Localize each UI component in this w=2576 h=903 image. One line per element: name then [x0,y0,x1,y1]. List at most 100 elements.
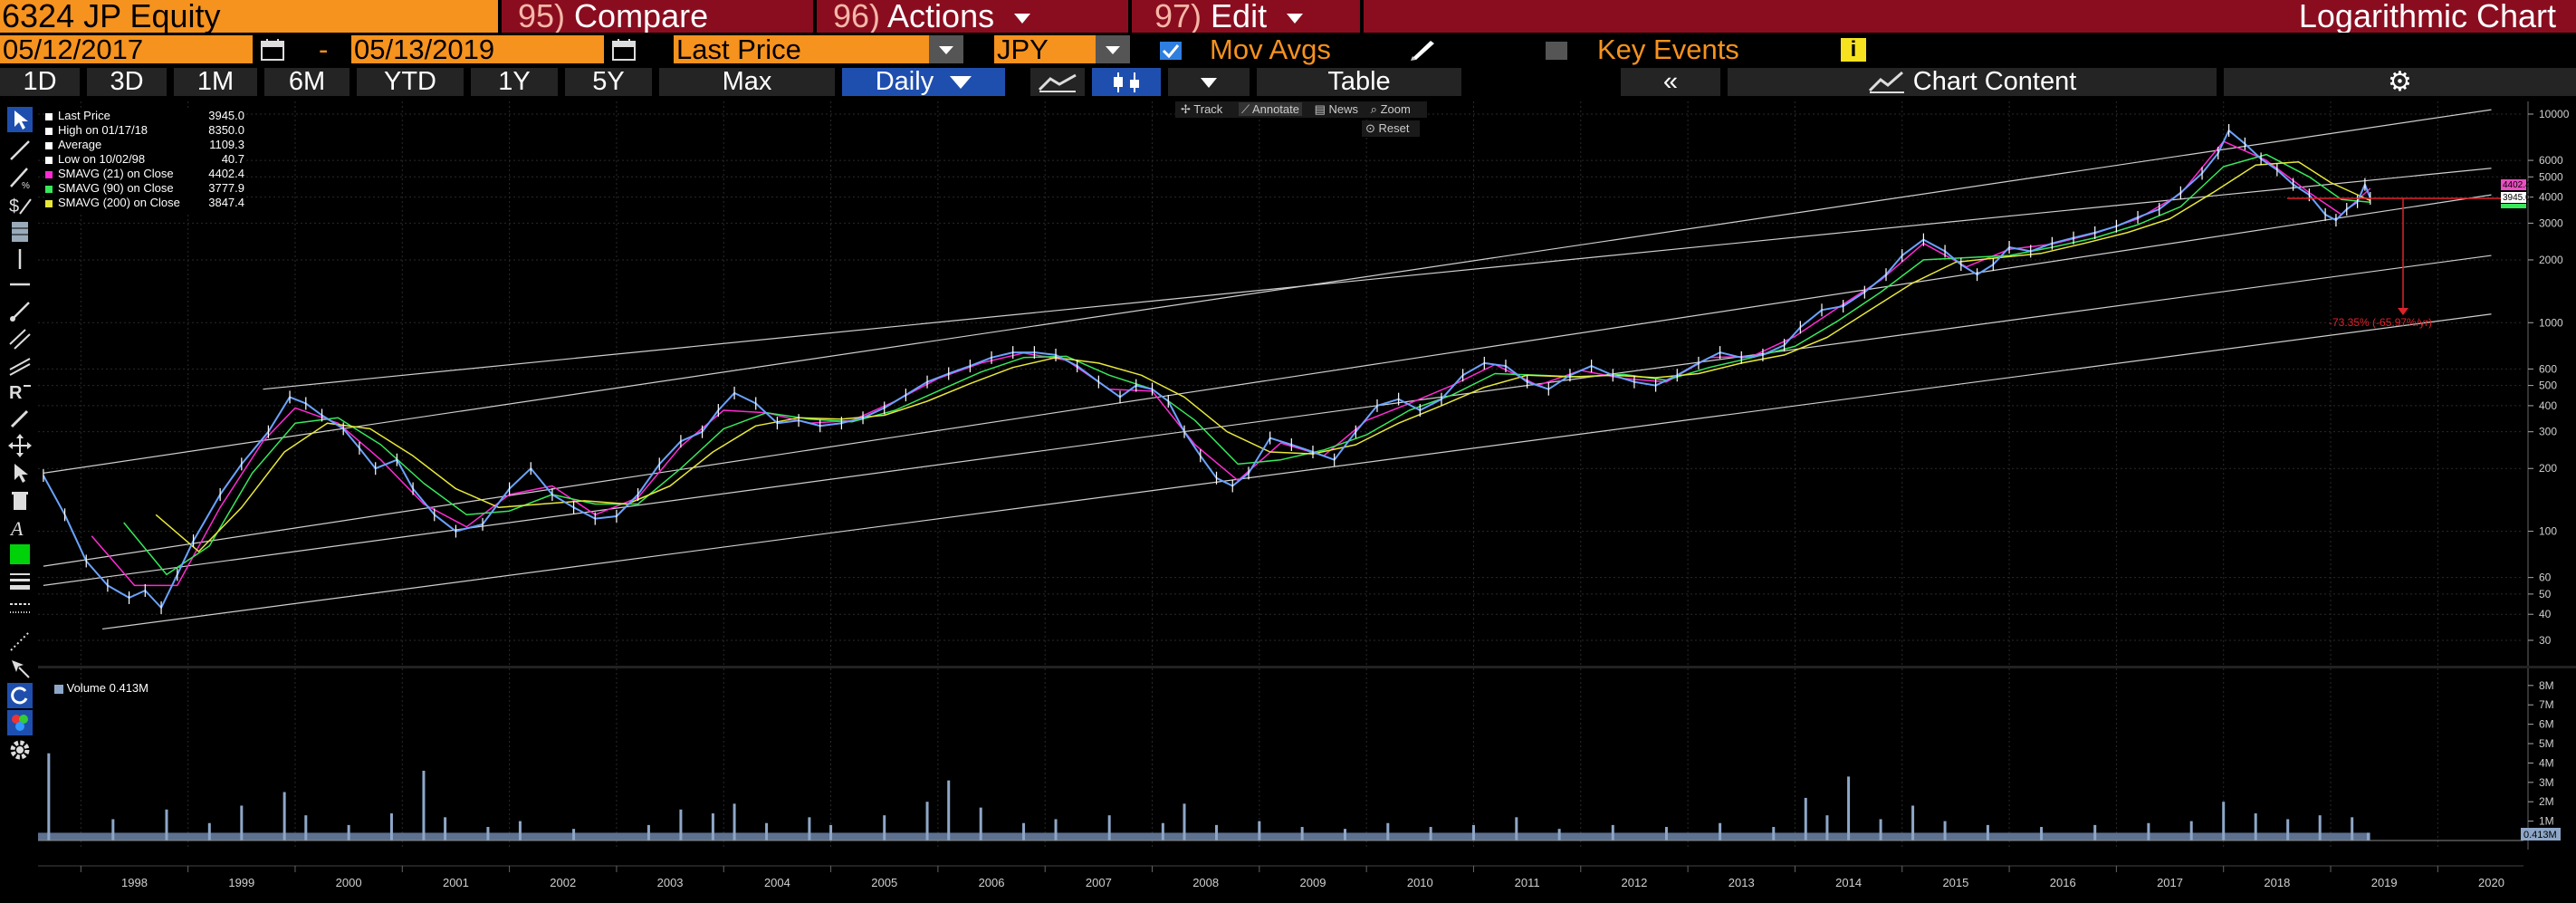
price-chart[interactable]: -73.35% (-65.97%/yr) 10000 6000 5000 4000 30… [38,101,2576,668]
zoom-mode[interactable]: ⌕ Zoom [1370,102,1411,116]
price-tick-label: 50 [2539,588,2552,600]
dollar-line-icon[interactable]: $ [7,192,33,217]
percent-line-icon[interactable]: % [7,165,33,190]
volume-bar [1258,821,1261,841]
period-max-button[interactable]: Max [659,68,835,96]
line-style-icon[interactable] [7,596,33,621]
date-label: 2016 [2050,876,2076,889]
end-calendar-icon[interactable] [610,38,637,62]
security-ticker[interactable]: 6324 JP Equity [0,0,500,33]
start-date-field[interactable]: 05/12/2017 [0,35,253,63]
fibonacci-icon[interactable] [7,219,33,245]
price-field-dropdown-icon[interactable] [929,35,963,63]
reset-button[interactable]: ⊙ Reset [1362,120,1420,137]
date-label: 1999 [228,876,254,889]
price-tick-label: 300 [2539,426,2557,438]
refresh-icon[interactable] [7,683,33,708]
volume-bar [1471,824,1475,841]
volume-bar [1022,822,1026,841]
ray-icon[interactable] [7,299,33,324]
chart-content-button[interactable]: Chart Content [1728,68,2217,96]
period-3d-button[interactable]: 3D [87,68,167,96]
date-label: 2020 [2478,876,2504,889]
channel-icon[interactable] [7,326,33,351]
news-mode[interactable]: ▤ News [1314,102,1359,116]
price-tick-label: 2000 [2539,254,2563,266]
move-icon[interactable] [7,433,33,458]
chart-content-label: Chart Content [1912,67,2077,96]
compare-menu[interactable]: 95) Compare [518,0,708,33]
pen-icon[interactable] [7,406,33,431]
chart-settings-gear-icon[interactable] [7,737,33,763]
volume-bar [486,827,490,841]
trend-line-icon[interactable] [7,138,33,163]
edit-menu[interactable]: 97) Edit [1154,0,1304,34]
chart-type-title: Logarithmic Chart [2298,0,2556,34]
parallel-lines-icon[interactable] [7,353,33,379]
settings-button[interactable]: ⚙ [2224,68,2576,96]
color-picker-icon[interactable] [7,542,33,567]
pane-divider[interactable] [38,666,2576,668]
candlestick-icon[interactable] [1092,68,1161,96]
price-field-select[interactable]: Last Price [674,35,930,63]
line-thickness-icon[interactable] [7,569,33,594]
key-events-label[interactable]: Key Events [1597,34,1739,65]
volume-bar [444,817,447,841]
annotate-mode[interactable]: ⟋ Annotate [1238,102,1302,116]
legend-swatch-icon [45,199,53,207]
text-tool-icon[interactable]: A [7,514,33,540]
collapse-button[interactable]: « [1621,68,1720,96]
pencil-icon[interactable] [1409,40,1436,62]
legend-value: 3777.9 [208,181,244,195]
legend-entry: SMAVG (200) on Close 3847.4 [45,196,244,210]
sma21-price-tag [2501,179,2526,190]
regression-icon[interactable]: R [7,379,33,404]
info-icon[interactable]: i [1841,38,1866,62]
chart-style-dropdown[interactable] [1168,68,1250,96]
color-palette-icon[interactable] [7,710,33,735]
price-tick-label: 5000 [2539,170,2563,183]
gear-icon: ⚙ [2388,67,2412,97]
actions-menu[interactable]: 96) Actions [833,0,1031,33]
legend-entry: Average 1109.3 [45,138,244,152]
period-1m-button[interactable]: 1M [174,68,257,96]
mov-avgs-label[interactable]: Mov Avgs [1210,34,1331,65]
volume-tick-label: 2M [2539,795,2554,808]
select-arrow-icon[interactable] [7,460,33,485]
period-5y-button[interactable]: 5Y [565,68,652,96]
legend-value: 4402.4 [208,167,244,180]
dotted-tool-icon[interactable] [7,629,33,654]
currency-dropdown-icon[interactable] [1096,35,1130,63]
cursor-arrow-icon[interactable] [7,107,33,132]
frequency-select[interactable]: Daily [842,68,1005,96]
volume-bar [1183,803,1186,841]
mov-avgs-checkbox[interactable] [1159,41,1183,61]
trash-icon[interactable] [7,487,33,513]
vertical-line-icon[interactable] [7,246,33,272]
price-tick-label: 10000 [2539,108,2570,120]
volume-chart[interactable]: 8M 7M 6M 5M 4M 3M 2M 1M 0.413M [38,668,2576,850]
end-date-field[interactable]: 05/13/2019 [351,35,604,63]
line-chart-icon[interactable] [1030,68,1085,96]
start-calendar-icon[interactable] [259,38,286,62]
key-events-checkbox[interactable] [1545,41,1568,61]
volume-bar [518,821,522,841]
annotation-arrow-icon[interactable] [7,656,33,681]
price-y-axis: 10000 6000 5000 4000 3000 2000 1000 600 500 400 30… [2527,101,2570,668]
track-mode[interactable]: ✢ Track [1181,102,1223,116]
table-button[interactable]: Table [1257,68,1461,96]
channel-line [263,168,2492,390]
period-1d-button[interactable]: 1D [0,68,80,96]
sma90-price-tag [2501,204,2526,208]
period-1y-button[interactable]: 1Y [471,68,558,96]
compare-menu-label: Compare [574,0,709,34]
chart-content-icon [1868,72,1904,94]
period-6m-button[interactable]: 6M [264,68,350,96]
volume-bar [947,780,951,841]
volume-swatch-icon [54,684,63,694]
period-ytd-button[interactable]: YTD [357,68,464,96]
horizontal-line-icon[interactable] [7,272,33,297]
reset-label: Reset [1378,121,1410,135]
edit-menu-number: 97) [1154,0,1202,34]
currency-select[interactable]: JPY [994,35,1096,63]
